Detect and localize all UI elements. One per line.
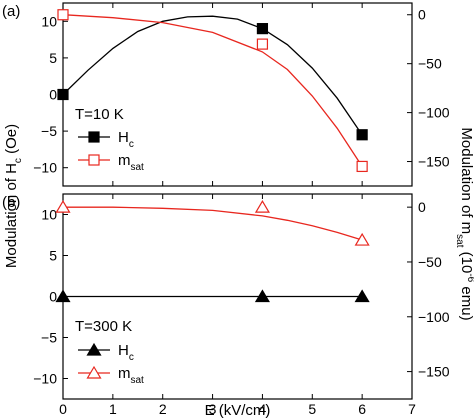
y-right-tick-label: −100: [418, 105, 450, 121]
legend-marker: [86, 365, 102, 379]
x-tick-label: 7: [408, 401, 416, 417]
series-line-m-sat: [63, 206, 363, 241]
plot-frame: [62, 2, 413, 187]
y-left-tick-label: 10: [41, 13, 57, 29]
legend-marker: [86, 342, 102, 356]
y-right-tick-label: 0: [418, 199, 426, 215]
series-line-H-c: [62, 15, 363, 136]
data-point-m-sat: [256, 38, 269, 50]
y-left-tick-label: 5: [49, 248, 57, 264]
y-right-tick-label: −150: [418, 154, 450, 170]
data-point-m-sat: [55, 199, 71, 213]
data-point-H-c: [57, 88, 69, 101]
x-axis-label: E (kV/cm): [205, 402, 271, 418]
panel-label: (b): [2, 194, 20, 211]
y-left-tick-label: −5: [41, 330, 57, 346]
data-point-H-c: [356, 129, 368, 141]
shared-labels: E (kV/cm) Modulation of Hc (Oe) Modulation…: [3, 124, 474, 418]
legend-label: Hc: [118, 342, 134, 363]
y-left-tick-label: −10: [33, 371, 57, 387]
data-point-H-c: [256, 23, 269, 35]
y-left-tick-label: 0: [49, 289, 57, 305]
data-point-m-sat: [354, 232, 370, 246]
y-left-tick-label: 0: [49, 87, 57, 103]
data-point-m-sat: [356, 160, 368, 173]
y-left-tick-label: 10: [41, 207, 57, 223]
x-tick-label: 4: [259, 401, 267, 417]
legend-label: msat: [118, 365, 144, 386]
y-right-tick-label: −50: [418, 56, 442, 72]
legend-marker: [88, 154, 100, 166]
legend-label: msat: [118, 152, 144, 173]
y-left-tick-label: −5: [41, 123, 57, 139]
x-tick-label: 1: [109, 401, 117, 417]
data-point-H-c: [354, 289, 370, 303]
y-left-tick-label: 5: [49, 50, 57, 66]
x-tick-label: 0: [59, 401, 67, 417]
y-left-tick-label: −10: [33, 160, 57, 176]
legend-marker: [88, 131, 100, 143]
y-right-tick-label: 0: [418, 7, 426, 23]
y-right-axis-label: Modulation of msat (10-6 emu): [454, 127, 474, 320]
annotation-temperature: T=10 K: [75, 106, 124, 123]
x-tick-label: 6: [358, 401, 366, 417]
data-point-m-sat: [57, 9, 69, 21]
panel-label: (a): [2, 3, 20, 20]
x-tick-label: 3: [209, 401, 217, 417]
annotation-temperature: T=300 K: [75, 318, 132, 335]
series-line-m-sat: [62, 14, 363, 167]
y-right-tick-label: −50: [418, 254, 442, 270]
y-left-axis-label: Modulation of Hc (Oe): [3, 124, 24, 268]
x-tick-label: 5: [308, 401, 316, 417]
data-point-m-sat: [254, 199, 270, 213]
y-right-tick-label: −100: [418, 309, 450, 325]
legend-label: Hc: [118, 129, 134, 150]
y-right-tick-label: −150: [418, 364, 450, 380]
x-tick-label: 2: [159, 401, 167, 417]
data-point-H-c: [55, 289, 71, 303]
data-point-H-c: [254, 289, 270, 303]
